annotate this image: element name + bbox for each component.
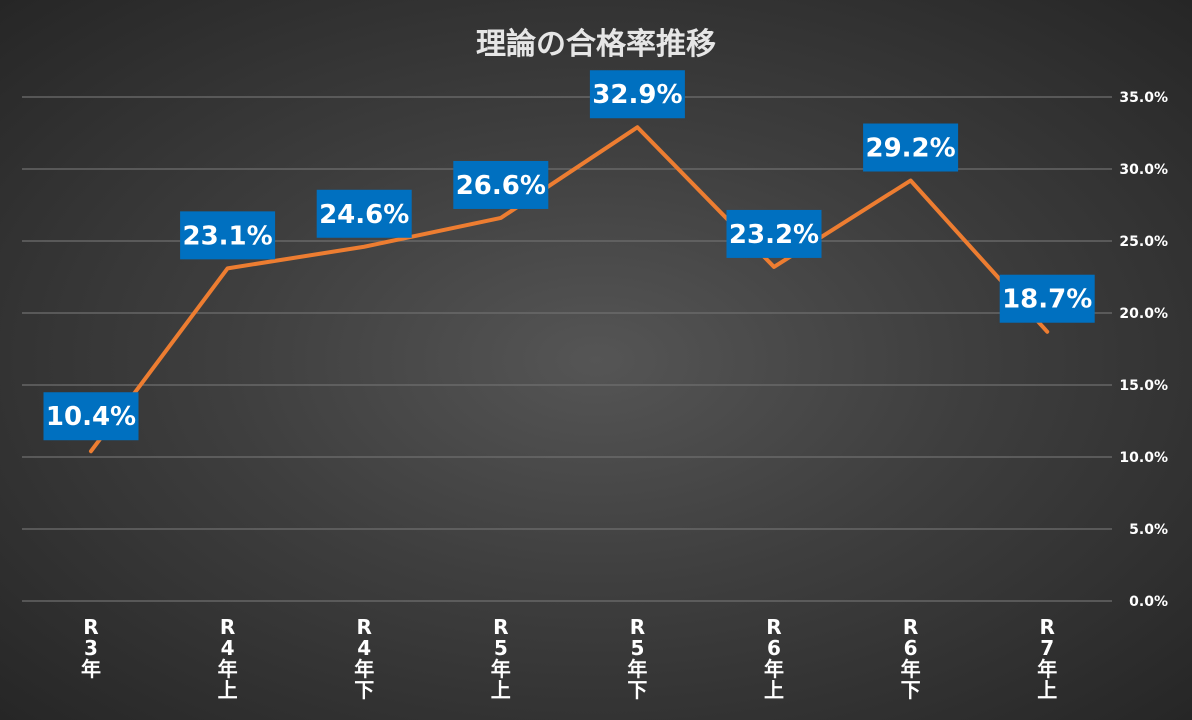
- x-tick-char: 年: [627, 657, 647, 681]
- data-label-box: [453, 160, 549, 209]
- x-tick-label: R3年: [81, 615, 101, 681]
- x-tick-char: 年: [901, 657, 921, 681]
- x-tick-char: 年: [491, 657, 511, 681]
- data-label-text: 10.4%: [46, 402, 136, 432]
- data-label-box: [863, 123, 959, 172]
- x-tick-char: R: [903, 615, 918, 639]
- data-label-text: 18.7%: [1002, 285, 1092, 315]
- x-tick-char: 4: [357, 636, 371, 660]
- y-axis-ticks: 0.0% 5.0% 10.0% 15.0% 20.0% 25.0% 30.0% 35.0%: [1119, 90, 1168, 610]
- x-tick-char: 上: [764, 678, 784, 702]
- data-label: 23.1%: [180, 211, 276, 260]
- y-tick-label: 10.0%: [1119, 450, 1168, 466]
- x-tick-char: R: [493, 615, 508, 639]
- x-tick-char: 年: [218, 657, 238, 681]
- data-label: 29.2%: [863, 123, 959, 172]
- data-label-box: [999, 274, 1095, 323]
- x-tick-char: 6: [904, 636, 918, 660]
- data-label-text: 23.1%: [182, 221, 272, 251]
- data-label-box: [589, 70, 685, 119]
- data-label: 32.9%: [589, 70, 685, 119]
- series-line: [89, 125, 1050, 454]
- x-tick-char: 4: [221, 636, 235, 660]
- x-tick-char: R: [83, 615, 98, 639]
- y-tick-label: 20.0%: [1119, 306, 1168, 322]
- y-tick-label: 30.0%: [1119, 162, 1168, 178]
- x-tick-char: R: [766, 615, 781, 639]
- x-tick-char: R: [1039, 615, 1054, 639]
- x-tick-char: 6: [767, 636, 781, 660]
- x-tick-char: 上: [491, 678, 511, 702]
- x-tick-char: 3: [84, 636, 98, 660]
- data-label-text: 32.9%: [592, 80, 682, 110]
- y-tick-label: 0.0%: [1129, 594, 1168, 610]
- chart-title: 理論の合格率推移: [476, 27, 716, 62]
- series-line-path: [89, 125, 1050, 454]
- x-tick-char: R: [356, 615, 371, 639]
- y-tick-label: 15.0%: [1119, 378, 1168, 394]
- x-tick-char: 下: [354, 678, 374, 702]
- data-label-text: 24.6%: [319, 200, 409, 230]
- y-tick-label: 25.0%: [1119, 234, 1168, 250]
- x-tick-char: 年: [354, 657, 374, 681]
- data-label-text: 26.6%: [456, 171, 546, 201]
- x-tick-char: 年: [1037, 657, 1057, 681]
- x-tick-char: 年: [764, 657, 784, 681]
- data-label-box: [43, 392, 139, 441]
- x-tick-char: 5: [494, 636, 508, 660]
- x-tick-char: 上: [1037, 678, 1057, 702]
- x-tick-char: R: [630, 615, 645, 639]
- data-label: 10.4%: [43, 392, 139, 441]
- data-label-text: 23.2%: [729, 220, 819, 250]
- data-label-box: [726, 209, 822, 258]
- data-labels: 10.4% 23.1% 24.6% 26.6% 32.9% 23.2% 29.2% 18.7%: [43, 70, 1095, 441]
- data-label: 23.2%: [726, 209, 822, 258]
- data-label-text: 29.2%: [865, 134, 955, 164]
- data-label-box: [180, 211, 276, 260]
- x-tick-char: 5: [630, 636, 644, 660]
- data-label: 26.6%: [453, 160, 549, 209]
- y-tick-label: 5.0%: [1129, 522, 1168, 538]
- x-tick-char: 下: [901, 678, 921, 702]
- data-label-box: [316, 189, 412, 238]
- data-label: 18.7%: [999, 274, 1095, 323]
- x-tick-char: 上: [218, 678, 238, 702]
- x-tick-char: R: [220, 615, 235, 639]
- x-tick-char: 7: [1040, 636, 1054, 660]
- data-label: 24.6%: [316, 189, 412, 238]
- y-tick-label: 35.0%: [1119, 90, 1168, 106]
- x-tick-char: 年: [81, 657, 101, 681]
- x-tick-char: 下: [627, 678, 647, 702]
